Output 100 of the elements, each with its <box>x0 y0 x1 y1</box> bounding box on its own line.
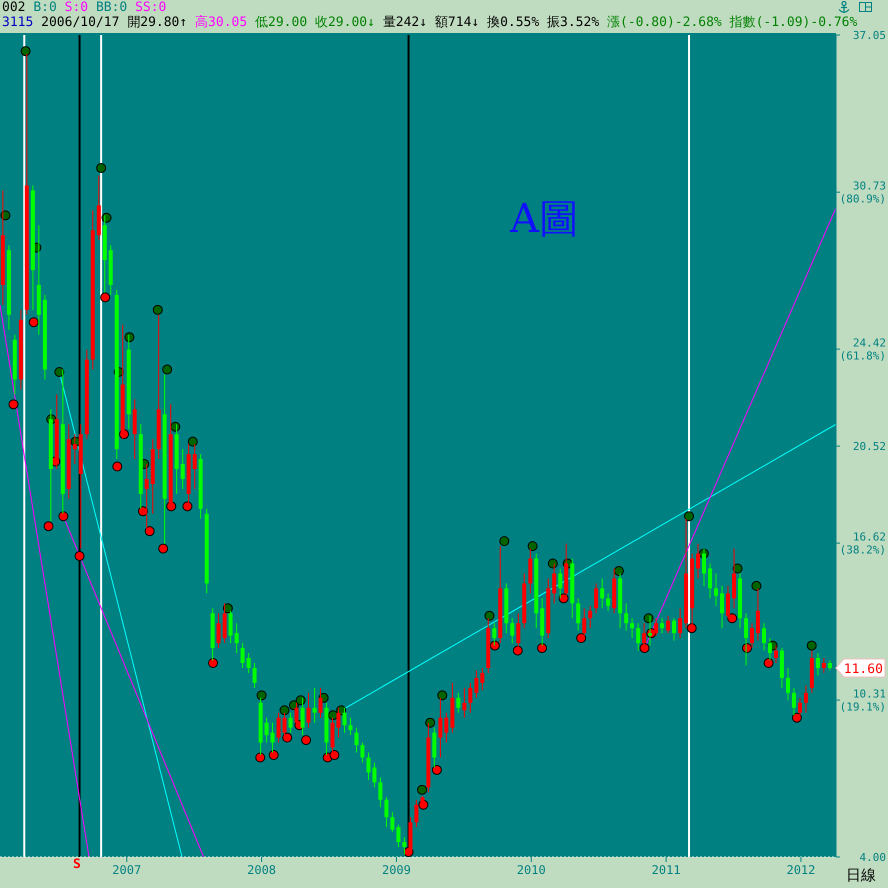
candlestick <box>588 605 592 629</box>
point <box>44 521 54 532</box>
candlestick <box>678 608 682 639</box>
candlestick <box>792 687 796 716</box>
candlestick <box>216 612 221 649</box>
candlestick <box>756 588 760 642</box>
annotation: A圖 <box>510 196 579 242</box>
x-tick-label: 2010 <box>516 863 546 878</box>
candlestick <box>672 618 676 642</box>
candlestick <box>444 712 448 744</box>
point <box>8 399 18 410</box>
point <box>301 735 312 746</box>
candlestick <box>366 752 371 780</box>
text: 3115 2006/10/17 開29.80↑ 高30.05 低29.00 收29.00↓ 量242↓ 額714↓ 換0.55% 振3.52% 漲(-0.80)-2.68% 指數(-1.09)-0.76% <box>2 15 858 30</box>
candlestick <box>558 568 562 599</box>
candlestick <box>744 612 748 666</box>
point <box>432 764 442 775</box>
point <box>96 163 106 174</box>
candlestick <box>774 645 778 664</box>
point <box>158 544 168 554</box>
candlestick <box>192 444 197 490</box>
candlestick <box>636 622 640 652</box>
candlestick <box>396 824 400 848</box>
candlestick <box>714 572 718 606</box>
candlestick <box>228 610 233 644</box>
candlestick <box>552 563 556 604</box>
candlestick <box>594 582 598 614</box>
candlestick <box>648 615 652 646</box>
x-tick-label: 2011 <box>652 863 681 878</box>
candlestick <box>318 687 323 718</box>
point <box>751 580 762 591</box>
point <box>152 304 163 315</box>
candlestick <box>456 692 460 714</box>
x-tick-label: 2012 <box>786 863 816 878</box>
y-tick-label: 16.62 (38.2%) <box>840 530 886 557</box>
candlestick <box>606 592 610 612</box>
y-tick-label: 20.52 <box>852 440 886 453</box>
candlestick <box>384 796 388 828</box>
point <box>806 640 817 651</box>
candlestick <box>666 615 670 634</box>
point <box>686 623 697 634</box>
candlestick <box>240 642 245 668</box>
point <box>490 640 500 651</box>
candlestick <box>828 660 832 671</box>
point <box>100 292 110 302</box>
candlestick <box>72 434 77 465</box>
point <box>28 317 39 328</box>
candlestick <box>480 667 484 691</box>
point <box>512 646 523 656</box>
candlestick <box>786 667 790 701</box>
x-tick-label: 2009 <box>382 863 411 878</box>
annotation: S <box>73 857 81 873</box>
x-axis-title: 日線 <box>846 866 876 884</box>
y-tick-label: 37.05 <box>852 28 886 42</box>
candlestick <box>300 697 305 736</box>
point <box>329 750 340 760</box>
point <box>537 643 548 654</box>
point <box>280 705 290 716</box>
candlestick <box>624 602 628 632</box>
x-tick-label: 2007 <box>112 863 142 878</box>
candlestick <box>768 638 772 662</box>
candlestick <box>390 812 394 833</box>
candlestick <box>702 548 706 586</box>
candlestick <box>630 618 634 639</box>
candlestick <box>510 618 514 644</box>
point <box>208 658 218 668</box>
y-tick-label: 10.31 (19.1%) <box>840 687 886 714</box>
candlestick <box>822 658 826 674</box>
candlestick <box>288 712 293 734</box>
point <box>576 633 586 644</box>
candlestick <box>804 684 808 714</box>
point <box>640 643 650 654</box>
candlestick <box>180 448 185 490</box>
candlestick <box>246 652 251 674</box>
candlestick <box>360 742 364 763</box>
candlestick <box>372 762 376 788</box>
point <box>792 712 802 723</box>
candlestick <box>264 717 269 744</box>
candlestick <box>306 692 311 728</box>
point <box>255 752 266 763</box>
point <box>727 613 738 624</box>
candlestick <box>462 687 466 718</box>
point <box>268 750 279 760</box>
candlestick <box>348 717 352 736</box>
point <box>732 563 743 574</box>
point <box>282 732 292 743</box>
point <box>20 46 31 56</box>
point <box>112 462 122 472</box>
candlestick <box>378 776 382 808</box>
point <box>182 501 192 512</box>
x-tick-label: 2008 <box>247 863 276 878</box>
candlestick <box>438 697 442 758</box>
candlestick <box>342 707 347 734</box>
candlestick <box>762 622 766 652</box>
candlestick <box>474 670 478 698</box>
point <box>437 690 448 700</box>
candlestick <box>576 598 580 632</box>
candlestick <box>234 622 239 654</box>
candlestick <box>276 712 281 744</box>
candlestick <box>312 687 317 724</box>
